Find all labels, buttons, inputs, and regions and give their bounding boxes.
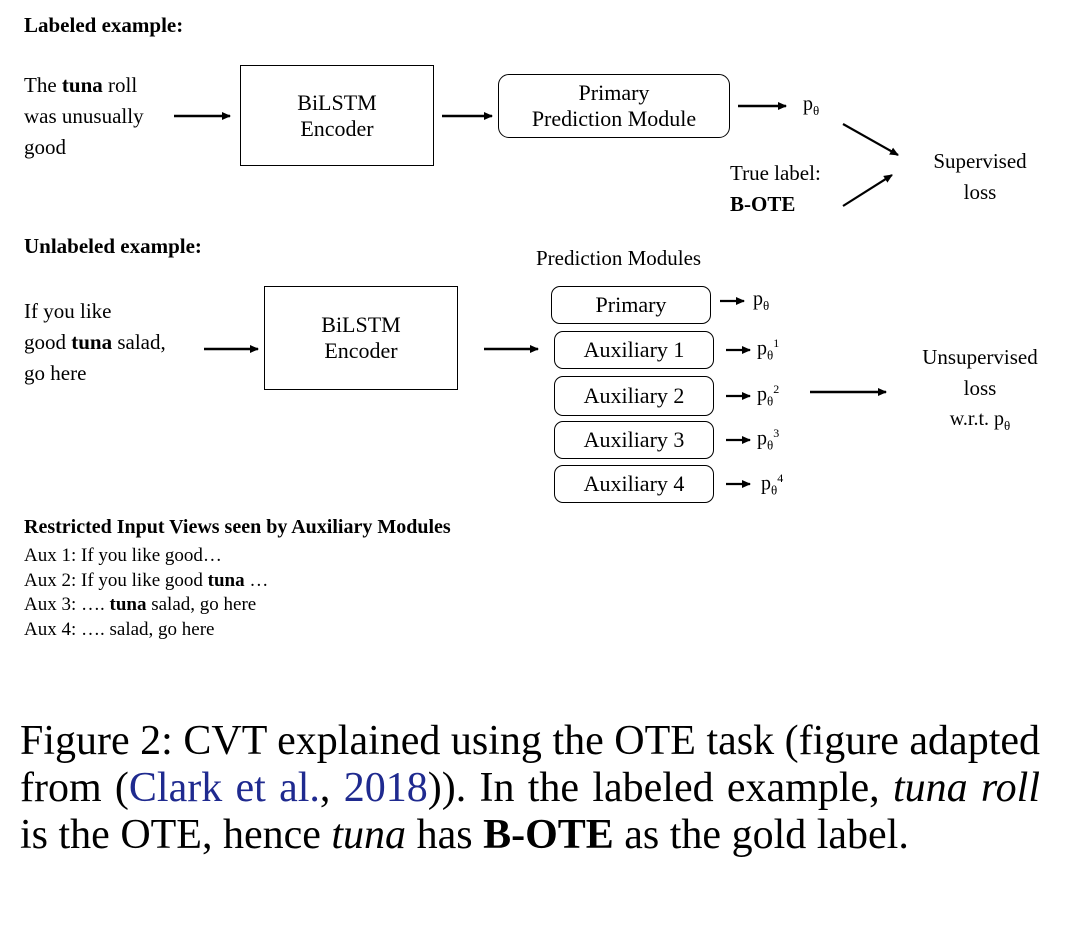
labeled-encoder-line2: Encoder: [300, 115, 374, 141]
module-output-2-sub: θ: [767, 393, 774, 409]
module-auxiliary-2: Auxiliary 2: [554, 376, 714, 416]
module-output-4: pθ4: [761, 471, 783, 499]
labeled-output-sub: θ: [813, 103, 820, 118]
module-output-3-sup: 3: [773, 426, 780, 440]
true-label-value: B-OTE: [730, 192, 796, 216]
module-auxiliary-1: Auxiliary 1: [554, 331, 714, 369]
module-output-1-sup: 1: [773, 336, 780, 350]
caption-part-5: has: [406, 812, 484, 858]
module-auxiliary-4: Auxiliary 4: [554, 465, 714, 503]
labeled-sentence-after: roll: [102, 73, 138, 97]
labeled-sentence: The tuna roll was unusually good: [24, 70, 144, 163]
views-list: Aux 1: If you like good… Aux 2: If you l…: [24, 544, 268, 642]
module-output-3-sub: θ: [767, 437, 774, 453]
labeled-sentence-line3: good: [24, 135, 66, 159]
module-output-3-base: p: [757, 427, 767, 450]
labeled-sentence-bold-word: tuna: [61, 73, 103, 97]
views-item-2: Aux 2: If you like good tuna …: [24, 569, 269, 591]
module-output-2: pθ2: [757, 382, 779, 410]
caption-part-1: Figure 2: CVT explained using the OTE ta…: [20, 718, 1040, 811]
citation-link-name[interactable]: Clark et al.: [128, 765, 320, 811]
labeled-primary-module-line2: Prediction Module: [531, 106, 697, 131]
module-auxiliary-3: Auxiliary 3: [554, 421, 714, 459]
supervised-loss-line2: loss: [963, 180, 997, 204]
module-output-1: pθ1: [757, 336, 779, 364]
module-output-4-sub: θ: [771, 482, 778, 498]
module-output-0: pθ: [753, 288, 769, 314]
views-item-1: Aux 1: If you like good…: [24, 545, 222, 566]
unlabeled-sentence-before: good: [24, 330, 72, 354]
module-output-2-base: p: [757, 383, 767, 406]
module-output-3: pθ3: [757, 426, 779, 454]
unlabeled-encoder-box: BiLSTM Encoder: [264, 286, 458, 390]
unlabeled-encoder-line2: Encoder: [324, 338, 398, 363]
module-output-0-base: p: [753, 288, 763, 310]
labeled-primary-module-line1: Primary: [578, 80, 650, 105]
unsupervised-loss-line2: loss: [963, 376, 997, 400]
labeled-sentence-before: The: [24, 73, 62, 97]
module-auxiliary-4-label: Auxiliary 4: [583, 471, 685, 496]
module-output-0-sub: θ: [763, 298, 770, 313]
module-output-1-base: p: [757, 337, 767, 360]
labeled-heading: Labeled example:: [24, 13, 184, 37]
unlabeled-sentence-after: salad,: [112, 330, 166, 354]
views-item-3: Aux 3: …. tuna salad, go here: [24, 594, 257, 615]
views-item-4: Aux 4: …. salad, go here: [24, 618, 215, 640]
module-output-2-sup: 2: [773, 382, 780, 396]
labeled-output-base: p: [803, 93, 813, 115]
module-auxiliary-2-label: Auxiliary 2: [583, 383, 685, 408]
unsupervised-loss: Unsupervised loss w.r.t. pθ: [900, 342, 1060, 441]
caption-italic-2: tuna: [331, 812, 407, 858]
caption-part-4: is the OTE, hence: [20, 812, 332, 858]
module-primary-label: Primary: [595, 292, 667, 317]
arrow-output-to-supervised-loss: [842, 123, 899, 156]
unlabeled-sentence-line3: go here: [24, 361, 87, 385]
module-auxiliary-1-label: Auxiliary 1: [583, 337, 685, 362]
arrow-true-label-to-supervised-loss: [842, 174, 893, 207]
true-label-line1: True label:: [730, 161, 821, 185]
unsupervised-loss-line1: Unsupervised: [922, 345, 1038, 369]
supervised-loss-line1: Supervised: [933, 149, 1027, 173]
unlabeled-sentence: If you like good tuna salad, go here: [24, 296, 166, 389]
module-output-1-sub: θ: [767, 347, 774, 363]
unlabeled-sentence-bold-word: tuna: [71, 330, 113, 354]
unlabeled-heading: Unlabeled example:: [24, 234, 202, 258]
labeled-encoder-box: BiLSTM Encoder: [240, 65, 434, 166]
unlabeled-encoder-line1: BiLSTM: [321, 312, 401, 337]
unsupervised-loss-line3-sub: θ: [1004, 418, 1011, 433]
caption-bold: B-OTE: [483, 812, 614, 858]
prediction-modules-title: Prediction Modules: [536, 246, 702, 270]
labeled-primary-module-box: Primary Prediction Module: [498, 74, 730, 138]
caption-part-6: as the gold label.: [613, 812, 909, 858]
caption-italic-1: tuna roll: [892, 765, 1041, 811]
labeled-sentence-line2: was unusually: [24, 104, 144, 128]
module-output-4-base: p: [761, 472, 771, 495]
caption-part-3: )). In the labeled example,: [427, 765, 893, 811]
true-label: True label: B-OTE: [730, 158, 821, 220]
views-heading: Restricted Input Views seen by Auxiliary…: [24, 516, 451, 538]
unlabeled-sentence-line1: If you like: [24, 299, 112, 323]
labeled-output: pθ: [803, 93, 819, 119]
labeled-encoder-line1: BiLSTM: [297, 89, 377, 115]
figure-caption: Figure 2: CVT explained using the OTE ta…: [20, 718, 1040, 859]
module-primary: Primary: [551, 286, 711, 324]
citation-link-year[interactable]: 2018: [343, 765, 428, 811]
supervised-loss: Supervised loss: [910, 146, 1050, 208]
module-auxiliary-3-label: Auxiliary 3: [583, 427, 685, 452]
unsupervised-loss-line3: w.r.t. p: [949, 408, 1005, 430]
caption-part-2: ,: [319, 765, 344, 811]
module-output-4-sup: 4: [777, 471, 784, 485]
